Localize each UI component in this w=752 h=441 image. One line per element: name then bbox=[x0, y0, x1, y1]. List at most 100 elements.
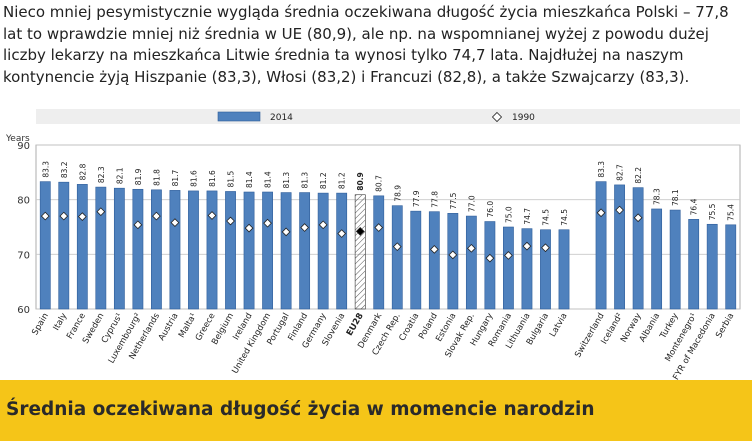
marker-1990 bbox=[355, 227, 365, 236]
marker-1990 bbox=[300, 223, 309, 232]
intro-paragraph: Nieco mniej pesymistycznie wygląda średn… bbox=[3, 3, 729, 86]
bar-Spain bbox=[39, 181, 51, 310]
marker-1990 bbox=[40, 211, 50, 221]
y-tick-label: 90 bbox=[17, 141, 30, 152]
y-tick-label: 80 bbox=[17, 196, 30, 207]
bar-Montenegro¹ bbox=[688, 219, 700, 310]
y-tick-label: 60 bbox=[17, 305, 30, 316]
value-label: 81.5 bbox=[227, 171, 236, 188]
value-label: 81.2 bbox=[319, 172, 328, 189]
bar-Norway bbox=[632, 187, 644, 310]
legend-swatch-2014 bbox=[217, 111, 261, 122]
marker-1990 bbox=[318, 220, 328, 230]
marker-1990 bbox=[522, 241, 532, 251]
value-label: 74.7 bbox=[523, 208, 532, 225]
bar-Ireland bbox=[243, 191, 255, 310]
value-label: 83.3 bbox=[597, 161, 606, 178]
value-label: 77.0 bbox=[467, 195, 476, 212]
bar-Slovenia bbox=[336, 192, 348, 310]
marker-1990 bbox=[263, 218, 272, 228]
marker-1990 bbox=[633, 213, 643, 223]
value-label: 81.6 bbox=[208, 170, 217, 187]
value-label: 80.7 bbox=[375, 175, 384, 192]
marker-1990 bbox=[615, 205, 624, 215]
bar-EU28 bbox=[354, 194, 366, 310]
bar-Turkey bbox=[669, 209, 681, 310]
marker-1990 bbox=[467, 243, 476, 253]
bar-Luxembourg² bbox=[132, 188, 144, 310]
marker-1990 bbox=[77, 212, 87, 221]
value-label: 81.2 bbox=[338, 172, 347, 189]
life-expectancy-chart: 60708090Years83.3Spain83.2Italy82.8Franc… bbox=[5, 109, 741, 380]
value-label: 77.9 bbox=[412, 190, 421, 207]
value-label: 75.4 bbox=[727, 204, 736, 221]
value-label: 83.2 bbox=[60, 161, 69, 178]
bar-Austria bbox=[169, 190, 181, 310]
value-label: 82.8 bbox=[78, 163, 87, 180]
value-label: 81.6 bbox=[189, 170, 198, 187]
bar-Sweden bbox=[95, 186, 107, 310]
value-label: 78.1 bbox=[671, 189, 680, 206]
bar-FYR of Macedonia bbox=[706, 223, 718, 310]
value-label: 77.8 bbox=[430, 191, 439, 208]
bar-Netherlands bbox=[151, 189, 162, 310]
value-label: 83.3 bbox=[41, 161, 50, 178]
marker-1990 bbox=[504, 251, 513, 260]
value-label: 80.9 bbox=[356, 172, 365, 191]
marker-1990 bbox=[448, 250, 458, 260]
bar-Czech Rep. bbox=[391, 205, 403, 310]
marker-1990 bbox=[541, 243, 550, 253]
footer-title: Średnia oczekiwana długość życia w momen… bbox=[6, 399, 595, 420]
marker-1990 bbox=[207, 211, 217, 220]
chart-bars bbox=[39, 181, 737, 310]
bar-Germany bbox=[317, 192, 329, 310]
marker-1990 bbox=[133, 220, 143, 230]
value-label: 74.5 bbox=[541, 209, 550, 226]
bar-France bbox=[76, 184, 88, 310]
value-label: 82.7 bbox=[616, 164, 625, 181]
value-label: 75.0 bbox=[504, 206, 513, 223]
bar-Denmark bbox=[373, 195, 385, 310]
marker-1990 bbox=[59, 211, 69, 221]
bar-Albania bbox=[651, 208, 663, 310]
y-axis-label: Years bbox=[5, 134, 30, 144]
marker-1990 bbox=[152, 211, 161, 221]
bar-Serbia bbox=[725, 224, 737, 310]
value-label: 78.3 bbox=[653, 188, 662, 205]
chart-markers bbox=[40, 205, 643, 263]
bar-Estonia bbox=[447, 213, 459, 310]
marker-1990 bbox=[281, 227, 291, 237]
legend-label-1990: 1990 bbox=[512, 113, 535, 123]
value-label: 75.5 bbox=[708, 203, 717, 220]
bar-Bulgaria bbox=[540, 229, 551, 310]
value-label: 81.9 bbox=[134, 168, 143, 185]
y-tick-label: 70 bbox=[17, 250, 30, 261]
bar-United Kingdom bbox=[262, 191, 273, 310]
bar-Switzerland bbox=[595, 181, 607, 310]
value-label: 82.2 bbox=[634, 167, 643, 184]
marker-1990 bbox=[374, 223, 384, 232]
legend-label-2014: 2014 bbox=[270, 113, 293, 123]
category-label: Latvia bbox=[548, 312, 570, 339]
legend-box bbox=[36, 109, 740, 124]
bar-Italy bbox=[58, 181, 70, 310]
chart-legend: 2014 1990 bbox=[36, 109, 740, 124]
value-label: 76.4 bbox=[690, 198, 699, 215]
marker-1990 bbox=[429, 245, 439, 254]
bar-Slovak Rep. bbox=[465, 215, 477, 310]
value-label: 78.9 bbox=[393, 185, 402, 202]
value-label: 76.0 bbox=[486, 201, 495, 218]
marker-1990 bbox=[170, 218, 180, 227]
bar-Hungary bbox=[484, 221, 496, 310]
legend-marker-1990 bbox=[491, 111, 503, 123]
bar-Belgium bbox=[225, 191, 236, 310]
value-label: 81.3 bbox=[301, 172, 310, 189]
value-label: 81.3 bbox=[282, 172, 291, 189]
value-label: 74.5 bbox=[560, 209, 569, 226]
bar-Greece bbox=[206, 190, 218, 310]
value-label: 81.8 bbox=[152, 169, 161, 186]
marker-1990 bbox=[244, 223, 254, 233]
value-label: 81.4 bbox=[245, 171, 254, 188]
value-label: 81.4 bbox=[264, 171, 273, 188]
bar-Finland bbox=[299, 192, 311, 310]
